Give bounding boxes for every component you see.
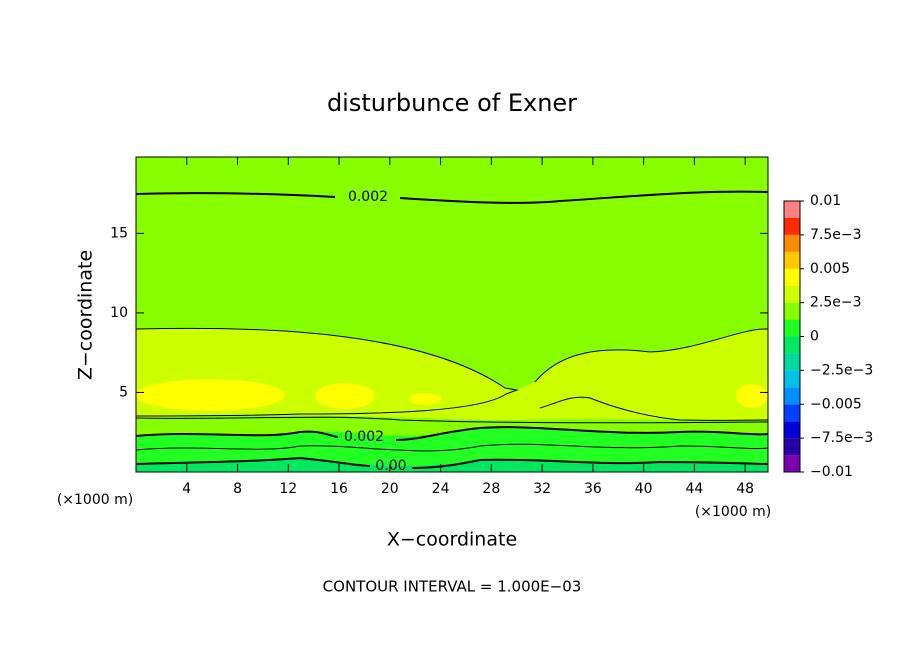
field — [135, 157, 768, 472]
colorbar-bin — [784, 319, 800, 337]
field-band — [736, 384, 768, 408]
contour-line — [135, 416, 769, 424]
chart-title: disturbunce of Exner — [327, 89, 577, 117]
colorbar-bin — [784, 268, 800, 286]
colorbar-bin — [784, 404, 800, 422]
contour-line — [135, 456, 769, 469]
colorbar-tick-label: −7.5e−3 — [810, 430, 873, 446]
colorbar-bin — [784, 201, 800, 218]
colorbar-bin — [784, 302, 800, 320]
x-axis-label: X−coordinate — [387, 529, 517, 551]
colorbar-tick-label: 0.01 — [810, 193, 841, 209]
contour-label: 0.002 — [348, 189, 388, 205]
x-tick-label: 16 — [330, 481, 348, 497]
x-tick-label: 32 — [533, 481, 551, 497]
x-tick-label: 44 — [685, 481, 703, 497]
x-tick-label: 20 — [381, 481, 399, 497]
x-unit-label: (×1000 m) — [695, 504, 771, 520]
colorbar-bin — [784, 438, 800, 456]
x-tick-label: 4 — [182, 481, 191, 497]
colorbar-bin — [784, 353, 800, 371]
colorbar-bin — [784, 370, 800, 388]
footer: CONTOUR INTERVAL = 1.000E−03 — [323, 578, 582, 596]
contour-line — [135, 426, 769, 441]
field-band — [315, 383, 375, 409]
contours — [135, 190, 769, 469]
colorbar-tick-label: 0.005 — [810, 261, 850, 277]
y-tick-label: 15 — [110, 225, 128, 241]
y-tick-label: 10 — [110, 305, 128, 321]
colorbar-bin — [784, 217, 800, 235]
colorbar-tick-label: −0.005 — [810, 396, 862, 412]
contour-line — [135, 190, 769, 204]
x-tick-label: 40 — [635, 481, 653, 497]
colorbar-bin — [784, 234, 800, 252]
colorbar-bin — [784, 336, 800, 354]
plot-frame — [135, 156, 769, 473]
y-axis-label: Z−coordinate — [75, 250, 97, 380]
contour-line — [534, 328, 769, 421]
contour-line — [135, 443, 769, 452]
field-band — [409, 393, 441, 405]
contour-label: 0.00 — [375, 458, 406, 474]
colorbar-bin — [784, 387, 800, 405]
x-tick-label: 36 — [584, 481, 602, 497]
x-tick-label: 8 — [233, 481, 242, 497]
colorbar-bin — [784, 251, 800, 269]
colorbar-tick-label: 2.5e−3 — [810, 295, 862, 311]
contour-line — [135, 327, 519, 417]
colorbar-tick-label: −2.5e−3 — [810, 362, 873, 378]
y-unit-label: (×1000 m) — [57, 492, 133, 508]
field-band — [135, 379, 285, 411]
colorbar-tick-label: 0 — [810, 329, 819, 345]
x-tick-label: 24 — [432, 481, 450, 497]
colorbar-bin — [784, 285, 800, 303]
colorbar-bin — [784, 455, 800, 472]
colorbar-tick-label: 7.5e−3 — [810, 227, 862, 243]
colorbar-tick-label: −0.01 — [810, 464, 853, 480]
x-tick-label: 12 — [279, 481, 297, 497]
contour-label: 0.002 — [344, 429, 384, 445]
colorbar-bin — [784, 421, 800, 439]
x-tick-label: 28 — [482, 481, 500, 497]
y-tick-label: 5 — [119, 384, 128, 400]
field-band — [136, 328, 768, 425]
x-tick-label: 48 — [736, 481, 754, 497]
